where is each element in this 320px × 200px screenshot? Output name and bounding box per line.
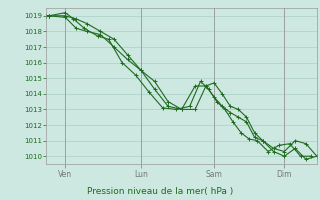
Text: Pression niveau de la mer( hPa ): Pression niveau de la mer( hPa )	[87, 187, 233, 196]
